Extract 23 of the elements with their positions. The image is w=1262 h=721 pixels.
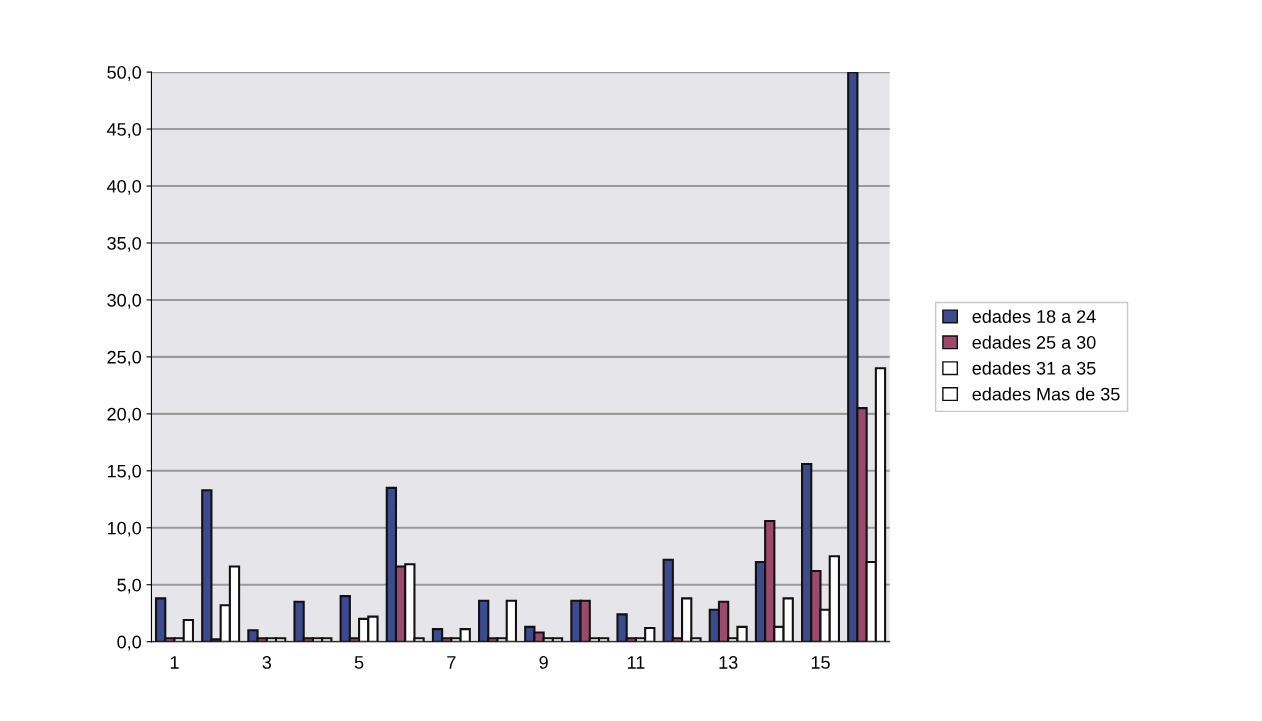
y-tick-label: 0,0	[117, 635, 142, 651]
legend-label: edades 31 a 35	[972, 361, 1096, 375]
y-tick-label: 20,0	[107, 407, 142, 423]
x-tick-label: 11	[627, 656, 645, 669]
x-tick-label: 13	[719, 656, 738, 669]
y-tick-label: 40,0	[106, 179, 142, 195]
y-tick-label: 50,0	[107, 66, 142, 81]
y-tick-label: 25,0	[107, 350, 142, 366]
legend-label: edades 25 a 30	[972, 335, 1096, 349]
x-tick-label: 3	[262, 656, 272, 669]
x-tick-label: 5	[354, 656, 364, 669]
x-tick-label: 7	[447, 656, 456, 669]
y-tick-label: 30,0	[107, 293, 142, 309]
legend-label: edades 18 a 24	[972, 309, 1096, 323]
y-tick-label: 35,0	[107, 236, 142, 252]
legend-label: edades Mas de 35	[972, 387, 1120, 401]
x-tick-label: 1	[170, 656, 179, 669]
y-tick-label: 15,0	[107, 464, 142, 480]
y-tick-label: 5,0	[117, 578, 142, 594]
x-tick-label: 9	[539, 656, 548, 669]
x-tick-label: 15	[811, 656, 830, 669]
y-tick-label: 10,0	[107, 521, 142, 537]
y-tick-label: 45,0	[106, 122, 142, 138]
